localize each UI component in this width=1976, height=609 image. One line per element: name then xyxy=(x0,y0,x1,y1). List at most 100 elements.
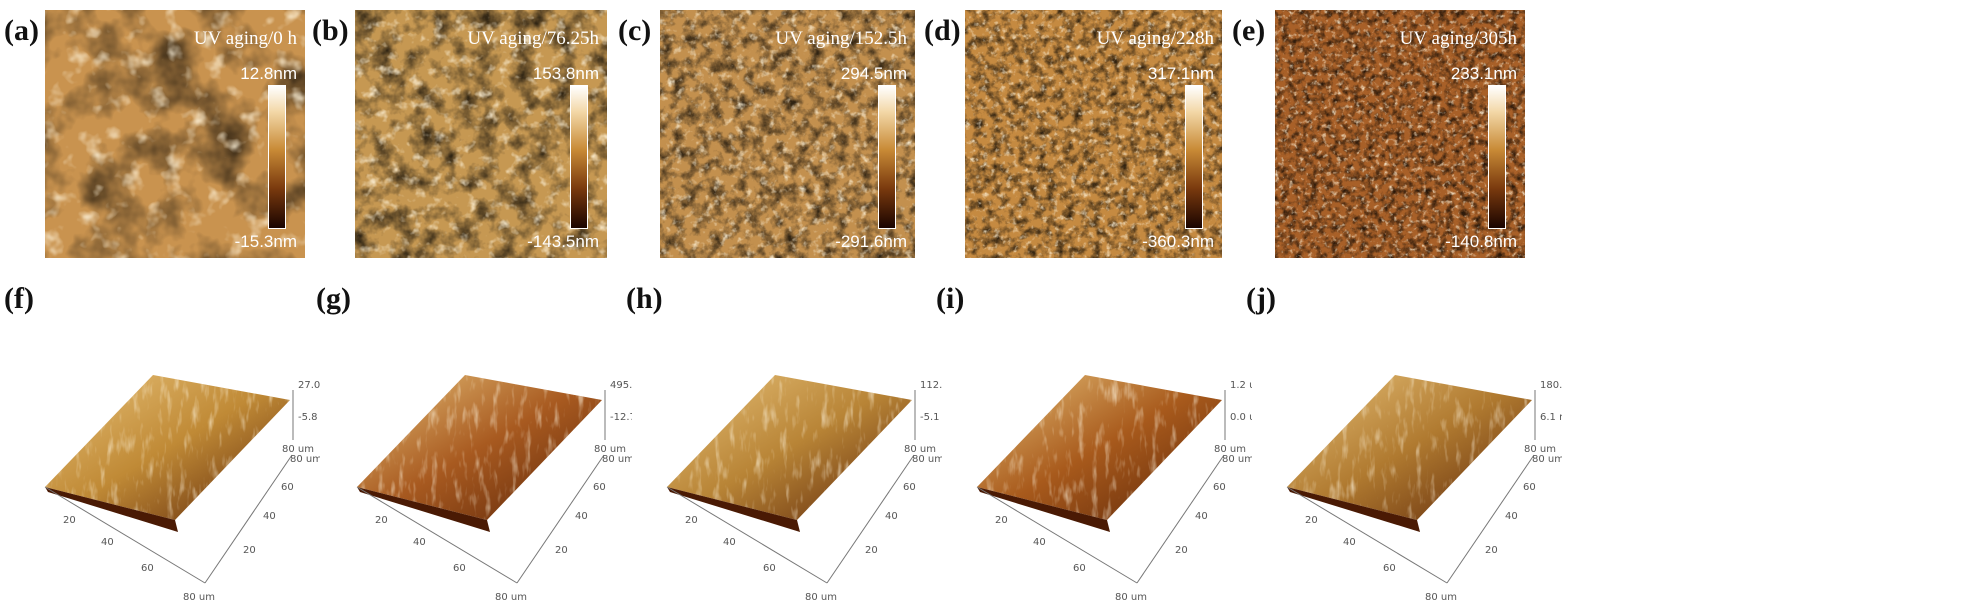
surface-plot xyxy=(1287,375,1532,532)
axis-unit-label: 80 um xyxy=(912,454,942,465)
y-tick: 60 xyxy=(1213,482,1226,493)
x-end-label: 80 um xyxy=(805,592,837,603)
x-tick: 20 xyxy=(685,515,698,526)
panel-label: (g) xyxy=(316,282,351,315)
surface-plot xyxy=(45,375,290,532)
panel-label: (d) xyxy=(924,14,961,47)
afm-height-image: UV aging/0 h 12.8nm -15.3nm xyxy=(45,10,305,258)
z-max-label: 1.2 um xyxy=(1230,380,1252,391)
y-tick: 20 xyxy=(1485,545,1498,556)
x-tick: 20 xyxy=(63,515,76,526)
afm-3d-surface-panel: (f) 27.0 nm -5.8 nm 80 um 80 um 20 40 60… xyxy=(0,280,320,609)
surface-plot xyxy=(357,375,602,532)
x-tick: 60 xyxy=(453,563,466,574)
x-tick: 60 xyxy=(141,563,154,574)
y-tick: 40 xyxy=(1505,511,1518,522)
panel-label: (c) xyxy=(618,14,652,47)
x-end-label: 80 um xyxy=(183,592,215,603)
x-end-label: 80 um xyxy=(1115,592,1147,603)
axes xyxy=(666,390,916,584)
z-max-label: 27.0 nm xyxy=(298,380,320,391)
colorbar-max: 153.8nm xyxy=(532,64,599,83)
y-tick: 40 xyxy=(1195,511,1208,522)
panel-label: (i) xyxy=(936,282,965,315)
z-mid-label: 0.0 um xyxy=(1230,412,1252,423)
colorbar-min: -291.6nm xyxy=(835,232,907,251)
x-tick: 40 xyxy=(101,537,114,548)
colorbar-max: 294.5nm xyxy=(840,64,907,83)
y-tick: 60 xyxy=(593,482,606,493)
z-max-label: 112.8 nm xyxy=(920,380,942,391)
height-colorbar xyxy=(1185,85,1203,229)
axes xyxy=(1286,390,1536,584)
x-tick: 60 xyxy=(763,563,776,574)
y-tick: 20 xyxy=(243,545,256,556)
y-tick: 40 xyxy=(575,511,588,522)
x-tick: 20 xyxy=(995,515,1008,526)
afm-height-image: UV aging/76.25h 153.8nm -143.5nm xyxy=(355,10,607,258)
z-max-label: 180.9 nm xyxy=(1540,380,1562,391)
y-tick: 40 xyxy=(263,511,276,522)
z-mid-label: -5.8 nm xyxy=(298,412,320,423)
aging-time-label: UV aging/0 h xyxy=(193,28,297,49)
z-mid-label: 6.1 nm xyxy=(1540,412,1562,423)
y-tick: 60 xyxy=(903,482,916,493)
axis-unit-label: 80 um xyxy=(1524,444,1556,455)
surface-plot xyxy=(977,375,1222,532)
panel-label: (f) xyxy=(4,282,34,315)
y-tick: 20 xyxy=(555,545,568,556)
colorbar-max: 317.1nm xyxy=(1147,64,1214,83)
afm-3d-surface-panel: (j) 180.9 nm 6.1 nm 80 um 80 um 20 40 60… xyxy=(1242,280,1562,609)
panel-label: (h) xyxy=(626,282,663,315)
axis-unit-label: 80 um xyxy=(1222,454,1252,465)
axis-unit-label: 80 um xyxy=(282,444,314,455)
x-tick: 20 xyxy=(375,515,388,526)
afm-height-image: UV aging/152.5h 294.5nm -291.6nm xyxy=(660,10,915,258)
x-end-label: 80 um xyxy=(1425,592,1457,603)
aging-time-label: UV aging/228h xyxy=(1096,28,1214,49)
y-tick: 20 xyxy=(1175,545,1188,556)
colorbar-min: -143.5nm xyxy=(527,232,599,251)
panel-label: (a) xyxy=(4,14,39,47)
aging-time-label: UV aging/305h xyxy=(1399,28,1517,49)
y-tick: 60 xyxy=(281,482,294,493)
colorbar-min: -140.8nm xyxy=(1445,232,1517,251)
panel-label: (e) xyxy=(1232,14,1266,47)
y-tick: 60 xyxy=(1523,482,1536,493)
axis-unit-label: 80 um xyxy=(1214,444,1246,455)
height-colorbar xyxy=(1488,85,1506,229)
y-tick: 20 xyxy=(865,545,878,556)
afm-3d-surface-panel: (h) 112.8 nm -5.1 nm 80 um 80 um 20 40 6… xyxy=(622,280,942,609)
axis-unit-label: 80 um xyxy=(594,444,626,455)
afm-3d-surface-panel: (g) 495.2 nm -12.7 nm 80 um 80 um 20 40 … xyxy=(312,280,632,609)
x-tick: 40 xyxy=(1343,537,1356,548)
x-tick: 40 xyxy=(413,537,426,548)
x-tick: 60 xyxy=(1383,563,1396,574)
axis-unit-label: 80 um xyxy=(904,444,936,455)
x-tick: 40 xyxy=(723,537,736,548)
axis-unit-label: 80 um xyxy=(290,454,320,465)
height-colorbar xyxy=(570,85,588,229)
surface-plot xyxy=(667,375,912,532)
x-tick: 60 xyxy=(1073,563,1086,574)
x-end-label: 80 um xyxy=(495,592,527,603)
afm-height-image: UV aging/228h 317.1nm -360.3nm xyxy=(965,10,1222,258)
axes xyxy=(976,390,1226,584)
axis-unit-label: 80 um xyxy=(1532,454,1562,465)
aging-time-label: UV aging/152.5h xyxy=(775,28,907,49)
z-mid-label: -5.1 nm xyxy=(920,412,942,423)
afm-height-image: UV aging/305h 233.1nm -140.8nm xyxy=(1275,10,1525,258)
colorbar-max: 12.8nm xyxy=(240,64,297,83)
axes xyxy=(356,390,606,584)
height-colorbar xyxy=(268,85,286,229)
y-tick: 40 xyxy=(885,511,898,522)
z-max-label: 495.2 nm xyxy=(610,380,632,391)
panel-label: (j) xyxy=(1246,282,1276,315)
height-colorbar xyxy=(878,85,896,229)
x-tick: 20 xyxy=(1305,515,1318,526)
colorbar-max: 233.1nm xyxy=(1450,64,1517,83)
colorbar-min: -15.3nm xyxy=(234,232,297,251)
panel-label: (b) xyxy=(312,14,349,47)
colorbar-min: -360.3nm xyxy=(1142,232,1214,251)
afm-3d-surface-panel: (i) 1.2 um 0.0 um 80 um 80 um 20 40 60 8… xyxy=(932,280,1252,609)
